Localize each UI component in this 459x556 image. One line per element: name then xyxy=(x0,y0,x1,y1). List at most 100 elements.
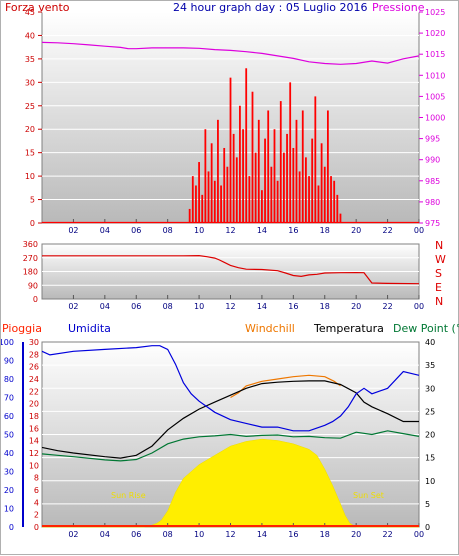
x-tick-label: 04 xyxy=(100,302,110,311)
x-tick-label: 08 xyxy=(163,302,173,311)
temperature-tick-label: 20 xyxy=(425,431,435,440)
x-tick-label: 22 xyxy=(382,302,392,311)
x-tick-label: 12 xyxy=(225,530,235,539)
wind-bar xyxy=(232,133,235,223)
wind-bar xyxy=(226,166,229,223)
wind-bar xyxy=(267,110,270,223)
wind-bar xyxy=(261,190,263,223)
wind-bar xyxy=(308,176,310,223)
wind-axis-title: Forza vento xyxy=(5,1,70,14)
x-tick-label: 04 xyxy=(100,226,110,235)
temperature-tick-label: 35 xyxy=(425,361,435,370)
wind-bar xyxy=(235,157,238,223)
wind-bar xyxy=(213,180,216,223)
compass-label: E xyxy=(435,281,442,294)
wind-bar xyxy=(248,176,251,223)
wind-bar xyxy=(207,171,210,223)
pressure-tick-label: 1005 xyxy=(425,92,445,101)
panel2-gridlines xyxy=(42,257,419,286)
temperature-line xyxy=(41,380,419,459)
wind-bar xyxy=(323,166,326,223)
rain-tick-label: 18 xyxy=(29,412,39,421)
panel2-x-ticks: 02 04 06 08 10 12 14 16 18 20 22 00 xyxy=(68,295,424,311)
rain-tick-label: 4 xyxy=(34,498,39,507)
compass-label: S xyxy=(435,267,442,280)
x-tick-label: 06 xyxy=(131,302,141,311)
compass-label: N xyxy=(435,295,443,308)
rain-tick-label: 22 xyxy=(29,387,39,396)
wind-bar xyxy=(326,110,329,223)
wind-bar xyxy=(317,185,320,223)
wind-bar xyxy=(195,185,197,223)
wind-bar xyxy=(264,138,266,223)
rain-tick-label: 10 xyxy=(29,461,39,470)
pressure-tick-label: 1010 xyxy=(425,71,445,80)
x-tick-label: 02 xyxy=(68,226,78,235)
wind-bar xyxy=(311,138,314,223)
rain-tick-label: 20 xyxy=(29,400,39,409)
wind-bar xyxy=(201,194,204,223)
rain-tick-label: 12 xyxy=(29,449,39,458)
wind-bar xyxy=(301,110,304,223)
temperature-tick-label: 40 xyxy=(425,338,435,347)
rain-tick-label: 2 xyxy=(34,511,39,520)
x-tick-label: 14 xyxy=(257,226,267,235)
wind-bar xyxy=(289,82,292,223)
rain-tick-label: 0 xyxy=(34,523,39,532)
rain-tick-label: 14 xyxy=(29,437,39,446)
x-tick-label: 06 xyxy=(131,226,141,235)
panel1-x-ticks: 02 04 06 08 10 12 14 16 18 20 22 00 xyxy=(68,219,424,235)
wind-axis-labels: 0 5 10 15 20 25 30 35 40 45 xyxy=(25,8,42,228)
windchill-legend: Windchill xyxy=(245,322,295,335)
x-tick-label: 14 xyxy=(257,302,267,311)
x-tick-label: 14 xyxy=(257,530,267,539)
x-tick-label: 02 xyxy=(68,530,78,539)
dewpoint-legend: Dew Point (°C xyxy=(393,322,459,335)
humidity-line xyxy=(41,345,420,432)
rain-tick-label: 6 xyxy=(34,486,39,495)
wind-bar xyxy=(220,185,222,223)
temperature-tick-label: 15 xyxy=(425,454,435,463)
humidity-tick-label: 80 xyxy=(4,375,14,384)
wind-bar xyxy=(239,105,241,223)
x-tick-label: 12 xyxy=(225,302,235,311)
x-tick-label: 20 xyxy=(351,530,361,539)
wind-tick-label: 0 xyxy=(30,219,35,228)
x-tick-label: 18 xyxy=(320,302,330,311)
wind-bar xyxy=(191,176,194,223)
wind-bar xyxy=(336,194,339,223)
wind-tick-label: 20 xyxy=(25,125,35,134)
x-tick-label: 18 xyxy=(320,226,330,235)
direction-tick-label: 90 xyxy=(28,281,38,290)
humidity-tick-label: 90 xyxy=(4,357,14,366)
pressure-tick-label: 980 xyxy=(425,198,440,207)
wind-direction-line xyxy=(42,254,420,285)
wind-tick-label: 15 xyxy=(25,149,35,158)
rain-axis-title: Pioggia xyxy=(2,322,42,335)
humidity-tick-label: 40 xyxy=(4,449,14,458)
humidity-tick-label: 60 xyxy=(4,412,14,421)
x-tick-label: 16 xyxy=(288,226,298,235)
x-tick-label: 08 xyxy=(163,226,173,235)
x-tick-label: 16 xyxy=(288,530,298,539)
temperature-legend: Temperatura xyxy=(313,322,384,335)
x-tick-label: 10 xyxy=(194,530,204,539)
rain-tick-label: 24 xyxy=(29,375,39,384)
wind-tick-label: 35 xyxy=(25,55,35,64)
direction-tick-label: 270 xyxy=(23,254,38,263)
wind-bar xyxy=(333,180,336,223)
x-tick-label: 12 xyxy=(225,226,235,235)
humidity-tick-label: 20 xyxy=(4,486,14,495)
wind-bar xyxy=(254,152,257,223)
wind-bar xyxy=(286,133,288,223)
temperature-labels: 0 5 10 15 20 25 30 35 40 xyxy=(425,338,435,532)
wind-tick-label: 45 xyxy=(25,8,35,17)
x-tick-label: 00 xyxy=(414,530,424,539)
rain-tick-label: 26 xyxy=(29,363,39,372)
wind-bar xyxy=(339,213,342,223)
